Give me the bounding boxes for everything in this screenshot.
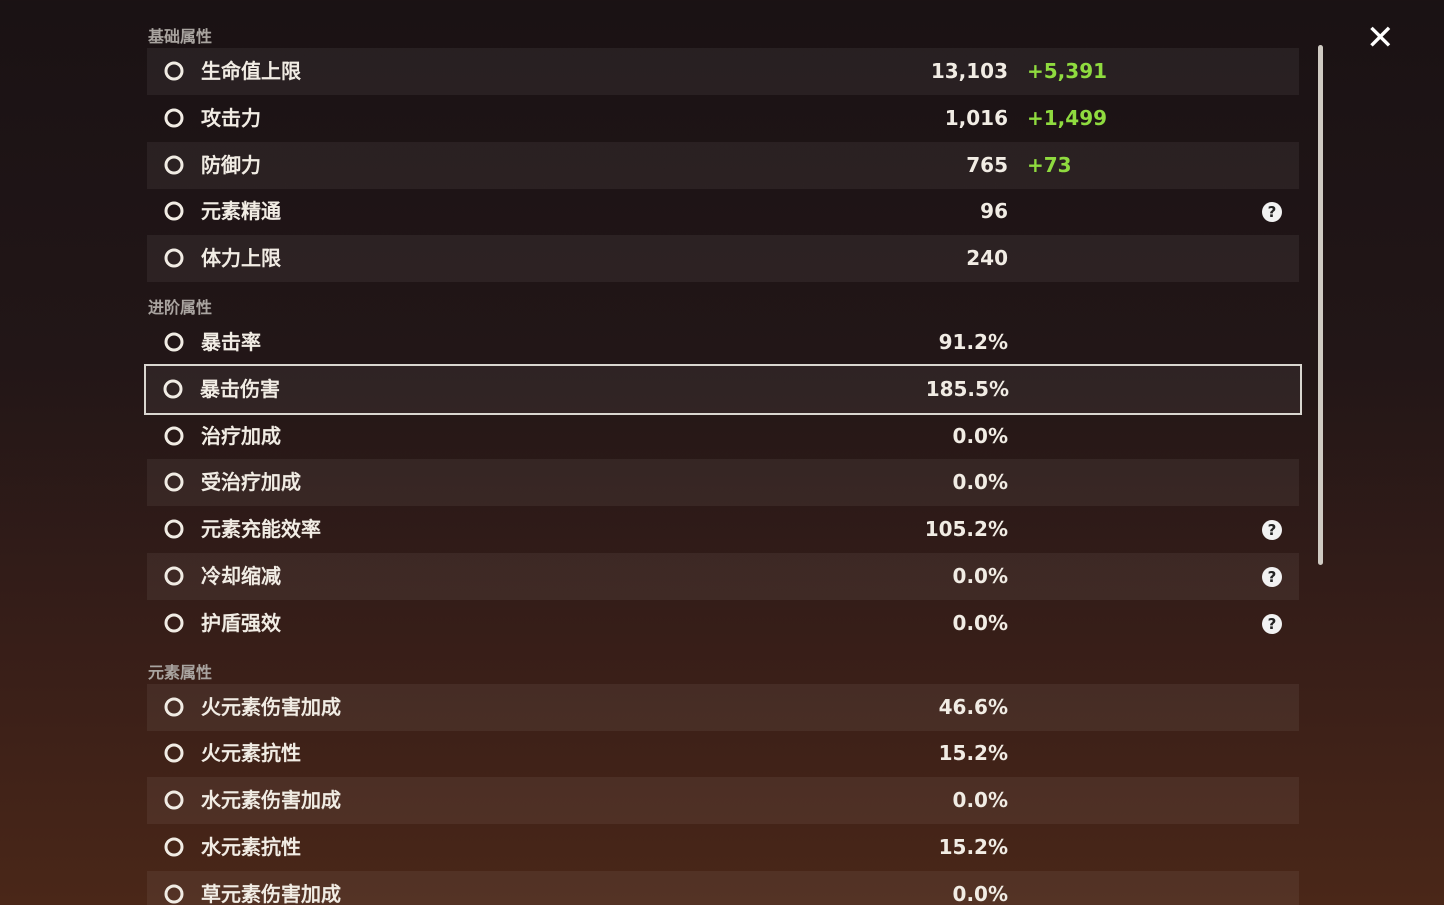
- stat-icon: [164, 61, 184, 81]
- stat-row[interactable]: 暴击伤害 185.5%: [144, 363, 1302, 415]
- stat-row[interactable]: 火元素抗性 15.2%: [147, 730, 1299, 777]
- stat-row[interactable]: 防御力 765 +73: [147, 141, 1299, 189]
- stat-row[interactable]: 生命值上限 13,103 +5,391: [147, 48, 1299, 95]
- stat-icon: [164, 426, 184, 446]
- stat-value: 46.6%: [938, 694, 1008, 719]
- stat-icon: [162, 378, 184, 400]
- stat-value: 185.5%: [925, 376, 1009, 401]
- stat-row[interactable]: 元素精通 96?: [147, 188, 1299, 235]
- stat-value: 240: [966, 246, 1008, 271]
- stat-row[interactable]: 护盾强效 0.0%?: [147, 600, 1299, 647]
- stat-value: 765: [966, 152, 1008, 177]
- section-title: 基础属性: [148, 27, 213, 46]
- scrollbar[interactable]: [1318, 45, 1323, 565]
- stat-icon: [163, 742, 185, 764]
- help-icon[interactable]: ?: [1262, 613, 1282, 634]
- stat-icon: [163, 60, 185, 82]
- stat-bonus: +5,391: [1027, 59, 1108, 83]
- stat-icon: [164, 790, 184, 810]
- stat-icon: [163, 471, 185, 493]
- stat-label: 防御力: [201, 152, 261, 177]
- stat-icon: [164, 201, 184, 221]
- stat-icon: [163, 247, 185, 269]
- stat-row[interactable]: 体力上限 240: [147, 235, 1299, 283]
- stat-value: 96: [980, 199, 1008, 224]
- stat-icon: [164, 743, 184, 763]
- stat-icon: [164, 837, 184, 857]
- stat-label: 冷却缩减: [201, 564, 281, 588]
- stat-icon: [163, 379, 183, 399]
- stat-label: 火元素抗性: [201, 741, 301, 766]
- stat-label: 治疗加成: [201, 423, 281, 448]
- stat-row[interactable]: 暴击率 91.2%: [147, 319, 1299, 366]
- stat-icon: [163, 789, 185, 811]
- stat-label: 元素充能效率: [201, 517, 321, 542]
- stat-label: 火元素伤害加成: [201, 694, 341, 719]
- stat-row[interactable]: 攻击力 1,016 +1,499: [147, 95, 1299, 142]
- stat-icon: [163, 200, 185, 222]
- stat-value: 1,016: [944, 105, 1008, 130]
- stat-icon: [163, 331, 185, 353]
- stat-icon: [164, 248, 184, 268]
- stat-value: 15.2%: [938, 835, 1008, 859]
- stat-icon: [164, 697, 184, 717]
- stat-value: 13,103: [930, 59, 1008, 83]
- stat-value: 0.0%: [952, 470, 1008, 495]
- stat-label: 草元素伤害加成: [201, 881, 341, 905]
- stat-label: 护盾强效: [201, 610, 281, 635]
- stat-value: 105.2%: [924, 517, 1008, 542]
- stat-row[interactable]: 火元素伤害加成 46.6%: [147, 683, 1299, 731]
- stat-value: 0.0%: [952, 610, 1008, 635]
- stat-icon: [163, 612, 185, 634]
- stat-row[interactable]: 冷却缩减 0.0%?: [147, 553, 1299, 600]
- stat-value: 0.0%: [952, 881, 1008, 905]
- stat-row[interactable]: 治疗加成 0.0%: [147, 413, 1299, 460]
- stat-icon: [164, 884, 184, 904]
- stat-icon: [163, 518, 185, 540]
- stat-icon: [163, 565, 185, 587]
- stat-bonus: +1,499: [1027, 105, 1108, 130]
- stat-row[interactable]: 元素充能效率 105.2%?: [147, 506, 1299, 553]
- help-icon[interactable]: ?: [1262, 567, 1282, 587]
- stat-label: 水元素伤害加成: [201, 788, 341, 813]
- section-title: 进阶属性: [148, 298, 213, 317]
- stat-value: 0.0%: [952, 564, 1008, 588]
- help-icon[interactable]: ?: [1262, 520, 1282, 541]
- help-icon[interactable]: ?: [1262, 202, 1282, 223]
- stat-value: 0.0%: [952, 788, 1008, 813]
- stat-icon: [163, 836, 185, 858]
- stat-label: 暴击伤害: [200, 376, 280, 401]
- stat-icon: [164, 519, 184, 539]
- stat-label: 暴击率: [201, 330, 261, 354]
- stat-label: 元素精通: [201, 199, 281, 224]
- close-button[interactable]: ✕: [1366, 18, 1395, 58]
- stat-value: 0.0%: [952, 423, 1008, 448]
- stat-icon: [163, 107, 185, 129]
- stat-icon: [163, 154, 185, 176]
- stat-icon: [164, 108, 184, 128]
- stat-icon: [163, 425, 185, 447]
- stat-label: 水元素抗性: [201, 835, 301, 859]
- stat-value: 91.2%: [938, 330, 1008, 354]
- stat-icon: [163, 696, 185, 718]
- stat-label: 受治疗加成: [201, 470, 301, 495]
- stat-icon: [163, 883, 185, 905]
- stat-row[interactable]: 水元素伤害加成 0.0%: [147, 777, 1299, 825]
- stat-row[interactable]: 水元素抗性 15.2%: [147, 824, 1299, 871]
- stat-label: 体力上限: [201, 246, 281, 271]
- stat-label: 生命值上限: [201, 59, 301, 83]
- stat-bonus: +73: [1027, 152, 1072, 177]
- stat-icon: [164, 332, 184, 352]
- stat-icon: [164, 613, 184, 633]
- section-title: 元素属性: [148, 662, 213, 682]
- stat-row[interactable]: 草元素伤害加成 0.0%: [147, 870, 1299, 905]
- stat-label: 攻击力: [201, 105, 261, 130]
- stat-row[interactable]: 受治疗加成 0.0%: [147, 459, 1299, 507]
- stat-icon: [164, 155, 184, 175]
- stat-icon: [164, 566, 184, 586]
- stat-value: 15.2%: [938, 741, 1008, 766]
- stat-icon: [164, 472, 184, 492]
